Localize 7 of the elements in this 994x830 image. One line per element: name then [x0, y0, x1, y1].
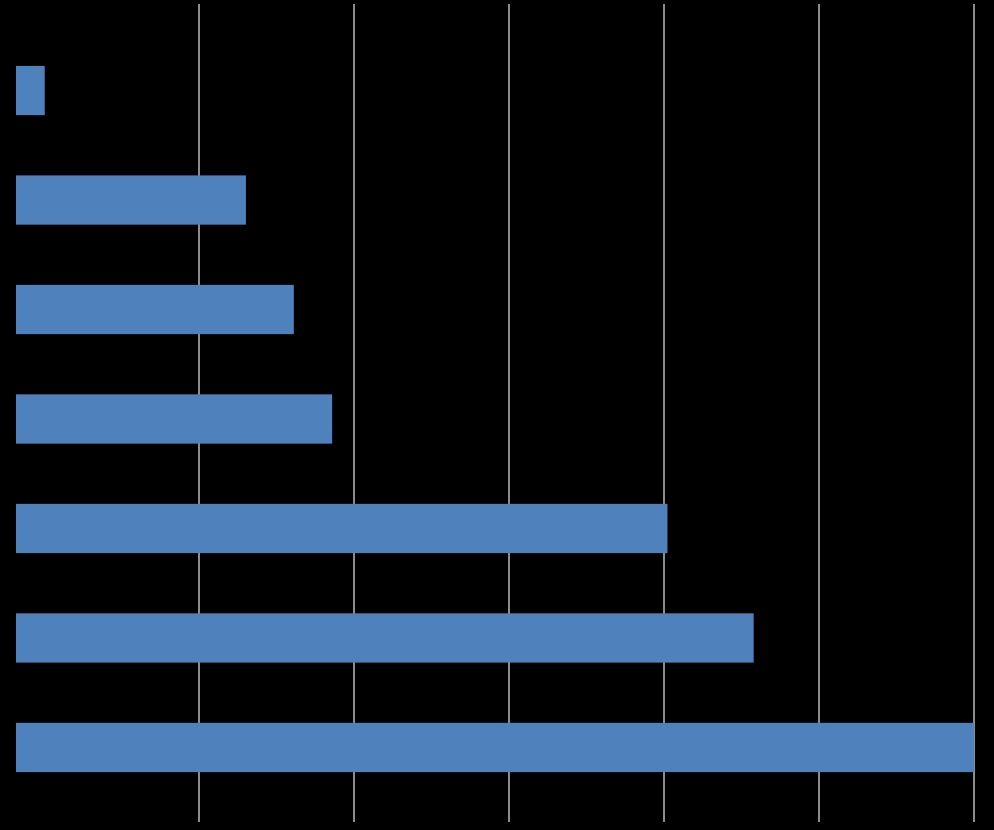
bar: [16, 722, 974, 773]
bar: [16, 394, 333, 444]
bar: [16, 65, 45, 116]
bar: [16, 284, 294, 335]
bar: [16, 613, 754, 663]
bar: [16, 503, 668, 554]
bar: [16, 175, 246, 225]
